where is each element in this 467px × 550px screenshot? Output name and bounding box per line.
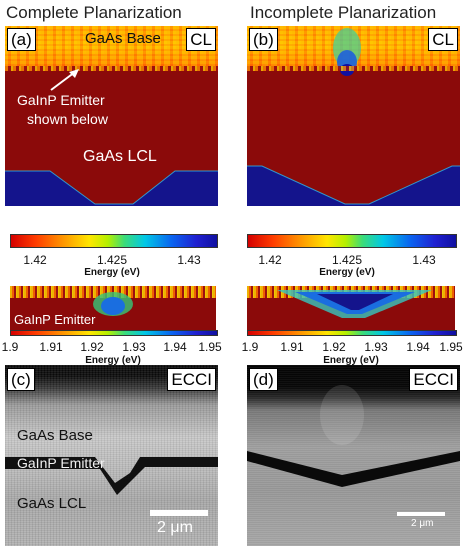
panel-a-label: (a) [7, 28, 36, 51]
emitter-cl-strip-incomplete [247, 286, 455, 330]
gaas-base-region [5, 26, 218, 66]
ecci-gaas-base-label: GaAs Base [17, 427, 93, 444]
arrow-icon [50, 69, 79, 91]
emitter-note-line1: GaInP Emitter [17, 92, 105, 108]
emitter-cl-strip-complete: GaInP Emitter [10, 286, 216, 330]
scale-bar [397, 512, 445, 516]
cbar-a-tick: 1.425 [96, 253, 128, 267]
emitter-strip-label: GaInP Emitter [14, 312, 96, 327]
emitter-line [247, 66, 460, 71]
gaas-base-label: GaAs Base [85, 30, 161, 47]
colorbar-bottom-complete [10, 330, 218, 336]
scale-bar [150, 510, 208, 516]
gaas-lcl-region [247, 165, 460, 206]
gaas-lcl-label: GaAs LCL [83, 148, 157, 165]
emitter-layer-dark-band [247, 385, 460, 487]
cbar-d-axis-label: Energy (eV) [323, 355, 379, 366]
title-incomplete-planarization: Incomplete Planarization [250, 3, 437, 22]
panel-c-label: (c) [7, 368, 35, 391]
title-complete-planarization: Complete Planarization [6, 3, 182, 22]
ecci-image-complete: (c) ECCI GaAs Base GaInP Emitter GaAs LC… [5, 365, 218, 546]
cbar-a-axis-label: Energy (eV) [84, 267, 140, 278]
panel-b-cl-tag: CL [428, 28, 458, 51]
cbar-d-tick: 1.93 [364, 340, 388, 354]
cbar-c-tick: 1.92 [80, 340, 104, 354]
cl-map-incomplete: (b) CL [247, 26, 460, 206]
gaas-lcl-region [5, 170, 218, 206]
cbar-c-tick: 1.94 [163, 340, 187, 354]
colorbar-complete [10, 234, 218, 248]
scale-bar-label: 2 μm [411, 518, 434, 529]
cbar-a-tick: 1.42 [23, 253, 47, 267]
emitter-layer-dark-band [5, 457, 218, 495]
panel-b-label: (b) [249, 28, 278, 51]
panel-d-label: (d) [249, 368, 278, 391]
scale-bar-label: 2 μm [157, 519, 193, 536]
ecci-gaas-lcl-label: GaAs LCL [17, 495, 87, 512]
cbar-c-tick: 1.91 [39, 340, 63, 354]
cbar-d-tick: 1.94 [406, 340, 430, 354]
emitter-line [5, 66, 218, 71]
colorbar-bottom-incomplete [247, 330, 457, 336]
cbar-c-axis-label: Energy (eV) [85, 355, 141, 366]
colorbar-incomplete [247, 234, 457, 248]
panel-c-ecci-tag: ECCI [167, 368, 216, 391]
ecci-gainp-emitter-label: GaInP Emitter [17, 455, 105, 471]
cbar-b-tick: 1.43 [412, 253, 436, 267]
cbar-c-tick: 1.95 [198, 340, 222, 354]
panel-a-cl-tag: CL [186, 28, 216, 51]
cbar-d-tick: 1.9 [241, 340, 259, 354]
cbar-b-axis-label: Energy (eV) [319, 267, 375, 278]
ecci-image-incomplete: (d) ECCI 2 μm [247, 365, 460, 546]
cbar-c-tick: 1.9 [1, 340, 19, 354]
cbar-d-tick: 1.91 [280, 340, 304, 354]
cl-map-complete: (a) CL GaAs Base GaInP Emitter shown bel… [5, 26, 218, 206]
cbar-d-tick: 1.95 [439, 340, 463, 354]
cbar-a-tick: 1.43 [177, 253, 201, 267]
panel-d-ecci-tag: ECCI [409, 368, 458, 391]
cbar-b-tick: 1.425 [331, 253, 363, 267]
cbar-d-tick: 1.92 [322, 340, 346, 354]
emitter-note-line2: shown below [27, 111, 108, 127]
cbar-b-tick: 1.42 [258, 253, 282, 267]
cbar-c-tick: 1.93 [122, 340, 146, 354]
